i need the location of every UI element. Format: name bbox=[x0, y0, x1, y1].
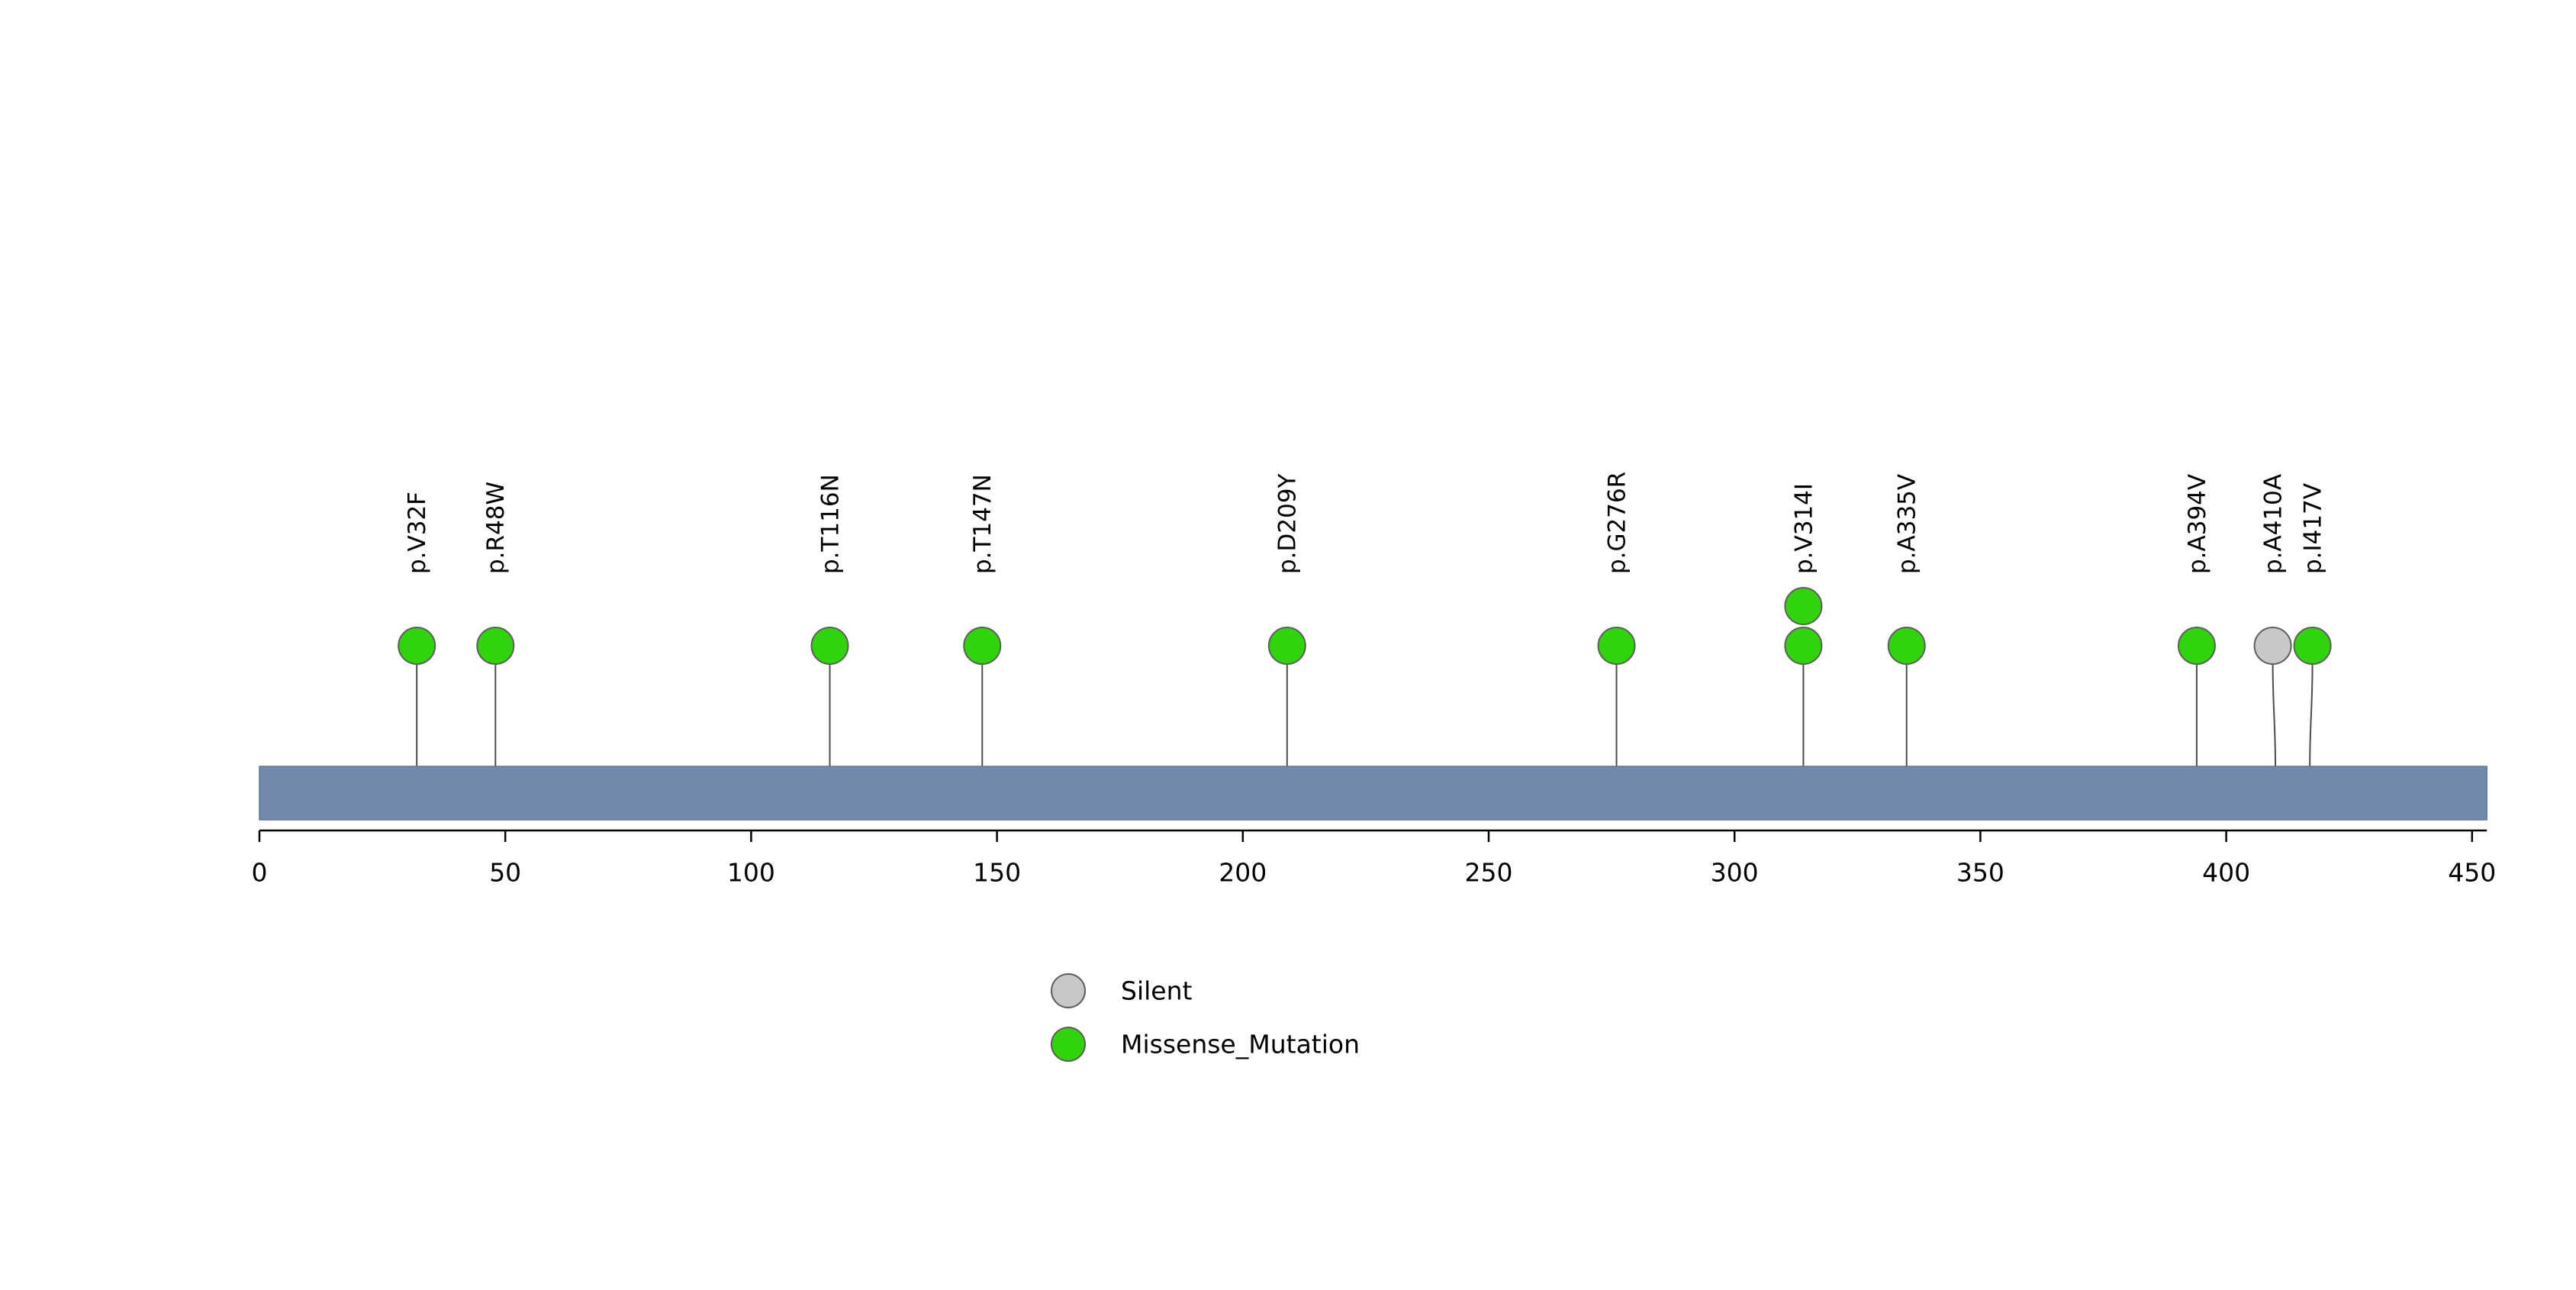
mutation-label: p.R48W bbox=[482, 482, 510, 574]
mutation-label: p.T147N bbox=[969, 474, 997, 574]
mutation-stem bbox=[2309, 662, 2314, 769]
mutation-marker-missense_mutation bbox=[963, 627, 1002, 665]
mutation-label: p.A394V bbox=[2184, 474, 2211, 574]
x-axis-tick-label: 50 bbox=[489, 858, 521, 888]
x-axis-tick-label: 400 bbox=[2202, 858, 2250, 888]
legend-swatch-silent bbox=[1051, 973, 1086, 1008]
mutation-marker-missense_mutation bbox=[1597, 627, 1636, 665]
x-axis-tick-label: 100 bbox=[727, 858, 775, 888]
mutation-label: p.A410A bbox=[2259, 474, 2287, 574]
protein-backbone bbox=[259, 766, 2487, 821]
mutation-marker-missense_mutation bbox=[1267, 627, 1306, 665]
legend-label: Missense_Mutation bbox=[1121, 1030, 1360, 1059]
x-axis-tick-label: 0 bbox=[252, 858, 268, 888]
x-axis-tick-label: 200 bbox=[1219, 858, 1267, 888]
legend-label: Silent bbox=[1121, 976, 1193, 1006]
mutation-marker-missense_mutation bbox=[476, 627, 515, 665]
mutation-marker-missense_mutation bbox=[1887, 627, 1926, 665]
mutation-marker-missense_mutation bbox=[810, 627, 849, 665]
mutation-marker-missense_mutation bbox=[2293, 627, 2332, 665]
legend-swatch-missense_mutation bbox=[1051, 1027, 1086, 1062]
x-axis-tick-label: 450 bbox=[2448, 858, 2496, 888]
x-axis-tick-label: 350 bbox=[1956, 858, 2004, 888]
mutation-label: p.V32F bbox=[404, 492, 431, 574]
mutation-label: p.T116N bbox=[816, 474, 844, 574]
mutation-stem bbox=[2272, 662, 2277, 769]
x-axis-tick-label: 300 bbox=[1711, 858, 1759, 888]
mutation-label: p.V314I bbox=[1790, 483, 1818, 574]
mutation-marker-missense_mutation bbox=[398, 627, 436, 665]
mutation-label: p.G276R bbox=[1603, 472, 1631, 574]
mutation-label: p.D209Y bbox=[1274, 473, 1302, 574]
x-axis-tick-label: 250 bbox=[1465, 858, 1513, 888]
mutation-marker-missense_mutation bbox=[1784, 627, 1823, 665]
mutation-marker-missense_mutation bbox=[1784, 587, 1823, 625]
mutation-label: p.A335V bbox=[1894, 474, 1921, 574]
x-axis-tick-label: 150 bbox=[973, 858, 1021, 888]
mutation-marker-silent bbox=[2253, 627, 2292, 665]
mutation-marker-missense_mutation bbox=[2177, 627, 2216, 665]
mutation-label: p.I417V bbox=[2299, 483, 2326, 574]
